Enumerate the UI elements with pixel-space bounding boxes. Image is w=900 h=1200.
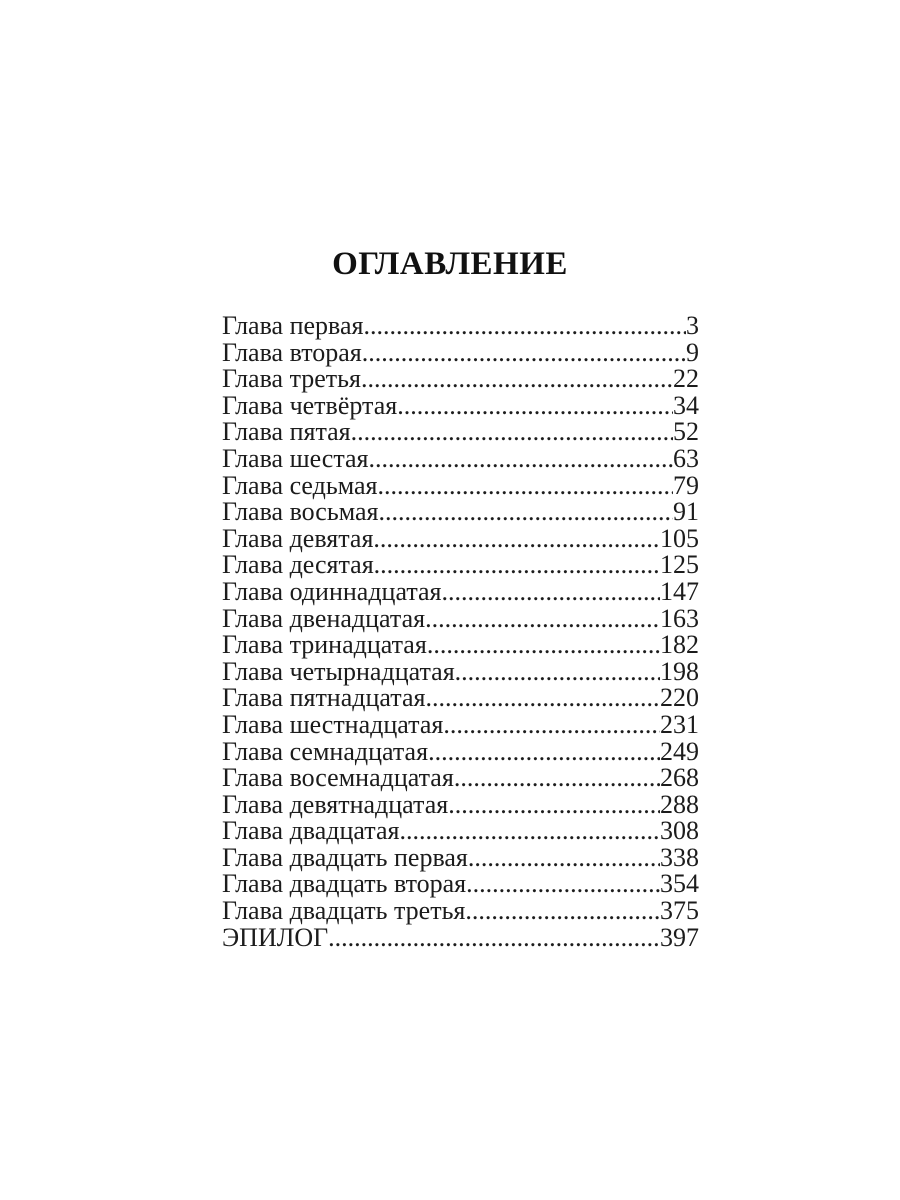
toc-entry-page: 375: [660, 896, 699, 926]
toc-entry-page: 308: [660, 816, 699, 846]
toc-entry-label: Глава девятая: [222, 523, 374, 553]
dot-leader: [378, 499, 673, 526]
toc-entry-page: 354: [660, 869, 699, 899]
toc-entry: Глава пятая 52: [222, 419, 699, 446]
toc-entry-label: Глава вторая: [222, 337, 362, 367]
toc-entry-page: 91: [673, 497, 699, 527]
toc-entry-page: 22: [673, 364, 699, 394]
toc-entry-page: 147: [660, 576, 699, 606]
toc-entry: Глава шестая 63: [222, 443, 699, 473]
toc-entry-label: ЭПИЛОГ: [222, 922, 329, 952]
dot-leader: [369, 446, 674, 473]
toc-entry: Глава семнадцатая 249: [222, 736, 699, 766]
toc-entry-page: 182: [660, 630, 699, 660]
toc-entry: Глава двенадцатая 163: [222, 603, 699, 633]
toc-entry: Глава первая 3: [222, 311, 699, 340]
toc-entry-label: Глава двадцать вторая: [222, 869, 467, 899]
page-title: ОГЛАВЛЕНИЕ: [332, 246, 568, 282]
toc-entry-page: 3: [686, 311, 699, 340]
toc-entry-label: Глава семнадцатая: [222, 736, 429, 766]
toc-entry-label: Глава одиннадцатая: [222, 576, 442, 606]
toc-entry: Глава четырнадцатая 198: [222, 656, 699, 686]
dot-leader: [351, 419, 673, 446]
toc-entry: Глава девятая 105: [222, 523, 699, 553]
toc-entry: Глава двадцать третья 375: [222, 896, 699, 926]
toc-entry-label: Глава восьмая: [222, 497, 379, 527]
toc-entry-page: 338: [660, 842, 699, 872]
toc-entry-label: Глава шестая: [222, 443, 369, 473]
toc-entry: Глава девятнадцатая 288: [222, 789, 699, 819]
toc-entry: Глава седьмая 79: [222, 470, 699, 500]
toc-entry-page: 198: [660, 656, 699, 686]
toc-entry: Глава двадцатая 308: [222, 818, 699, 845]
dot-leader: [465, 898, 660, 925]
toc-entry-page: 268: [660, 763, 699, 793]
toc-entry-label: Глава девятнадцатая: [222, 789, 449, 819]
toc-entry: Глава пятнадцатая 220: [222, 685, 699, 712]
toc-entry-label: Глава пятая: [222, 417, 351, 447]
dot-leader: [468, 845, 660, 872]
toc-entry-label: Глава седьмая: [222, 470, 378, 500]
toc-entry-page: 125: [660, 550, 699, 580]
toc-entry: Глава третья 22: [222, 366, 699, 393]
dot-leader: [425, 685, 660, 712]
toc-list: Глава первая 3 Глава вторая 9 Глава третья…: [222, 311, 699, 952]
toc-entry-page: 105: [660, 523, 699, 553]
dot-leader: [425, 606, 660, 633]
toc-entry-label: Глава тринадцатая: [222, 630, 427, 660]
toc-entry-page: 9: [686, 337, 699, 367]
toc-entry-page: 397: [660, 922, 699, 952]
dot-leader: [363, 313, 686, 340]
toc-entry: Глава вторая 9: [222, 337, 699, 367]
toc-entry-page: 34: [673, 390, 699, 420]
toc-entry: Глава одиннадцатая 147: [222, 576, 699, 606]
toc-entry-label: Глава двадцать третья: [222, 896, 466, 926]
dot-leader: [361, 366, 673, 393]
toc-entry-page: 249: [660, 736, 699, 766]
toc-entry-label: Глава пятнадцатая: [222, 683, 426, 713]
dot-leader: [466, 871, 660, 898]
dot-leader: [399, 818, 660, 845]
dot-leader: [454, 765, 660, 792]
dot-leader: [373, 526, 660, 553]
toc-entry-page: 288: [660, 789, 699, 819]
dot-leader: [443, 712, 660, 739]
toc-entry-page: 79: [673, 470, 699, 500]
toc-entry-label: Глава восемнадцатая: [222, 763, 454, 793]
toc-entry: Глава восьмая 91: [222, 499, 699, 526]
toc-entry: Глава десятая 125: [222, 552, 699, 579]
toc-entry: Глава двадцать первая 338: [222, 842, 699, 872]
toc-entry-label: Глава первая: [222, 311, 364, 340]
toc-entry-page: 231: [660, 709, 699, 739]
toc-entry-label: Глава третья: [222, 364, 361, 394]
toc-entry-label: Глава двадцать первая: [222, 842, 468, 872]
dot-leader: [397, 393, 673, 420]
toc-entry-page: 63: [673, 443, 699, 473]
toc-entry-label: Глава двадцатая: [222, 816, 400, 846]
dot-leader: [377, 473, 673, 500]
toc-entry-label: Глава десятая: [222, 550, 374, 580]
toc-entry: Глава двадцать вторая 354: [222, 871, 699, 898]
dot-leader: [448, 792, 660, 819]
dot-leader: [374, 552, 660, 579]
dot-leader: [455, 659, 660, 686]
dot-leader: [442, 579, 660, 606]
toc-entry-label: Глава четырнадцатая: [222, 656, 455, 686]
dot-leader: [427, 632, 660, 659]
toc-entry-page: 163: [660, 603, 699, 633]
toc-entry-page: 52: [673, 417, 699, 447]
toc-entry: ЭПИЛОГ 397: [222, 922, 699, 952]
dot-leader: [362, 340, 686, 367]
toc-entry-page: 220: [660, 683, 699, 713]
dot-leader: [328, 925, 660, 952]
toc-entry: Глава тринадцатая 182: [222, 632, 699, 659]
toc-entry-label: Глава четвёртая: [222, 390, 398, 420]
toc-entry-label: Глава шестнадцатая: [222, 709, 444, 739]
toc-entry-label: Глава двенадцатая: [222, 603, 426, 633]
toc-entry: Глава восемнадцатая 268: [222, 763, 699, 793]
toc-entry: Глава четвёртая 34: [222, 390, 699, 420]
toc-entry: Глава шестнадцатая 231: [222, 709, 699, 739]
dot-leader: [428, 739, 660, 766]
